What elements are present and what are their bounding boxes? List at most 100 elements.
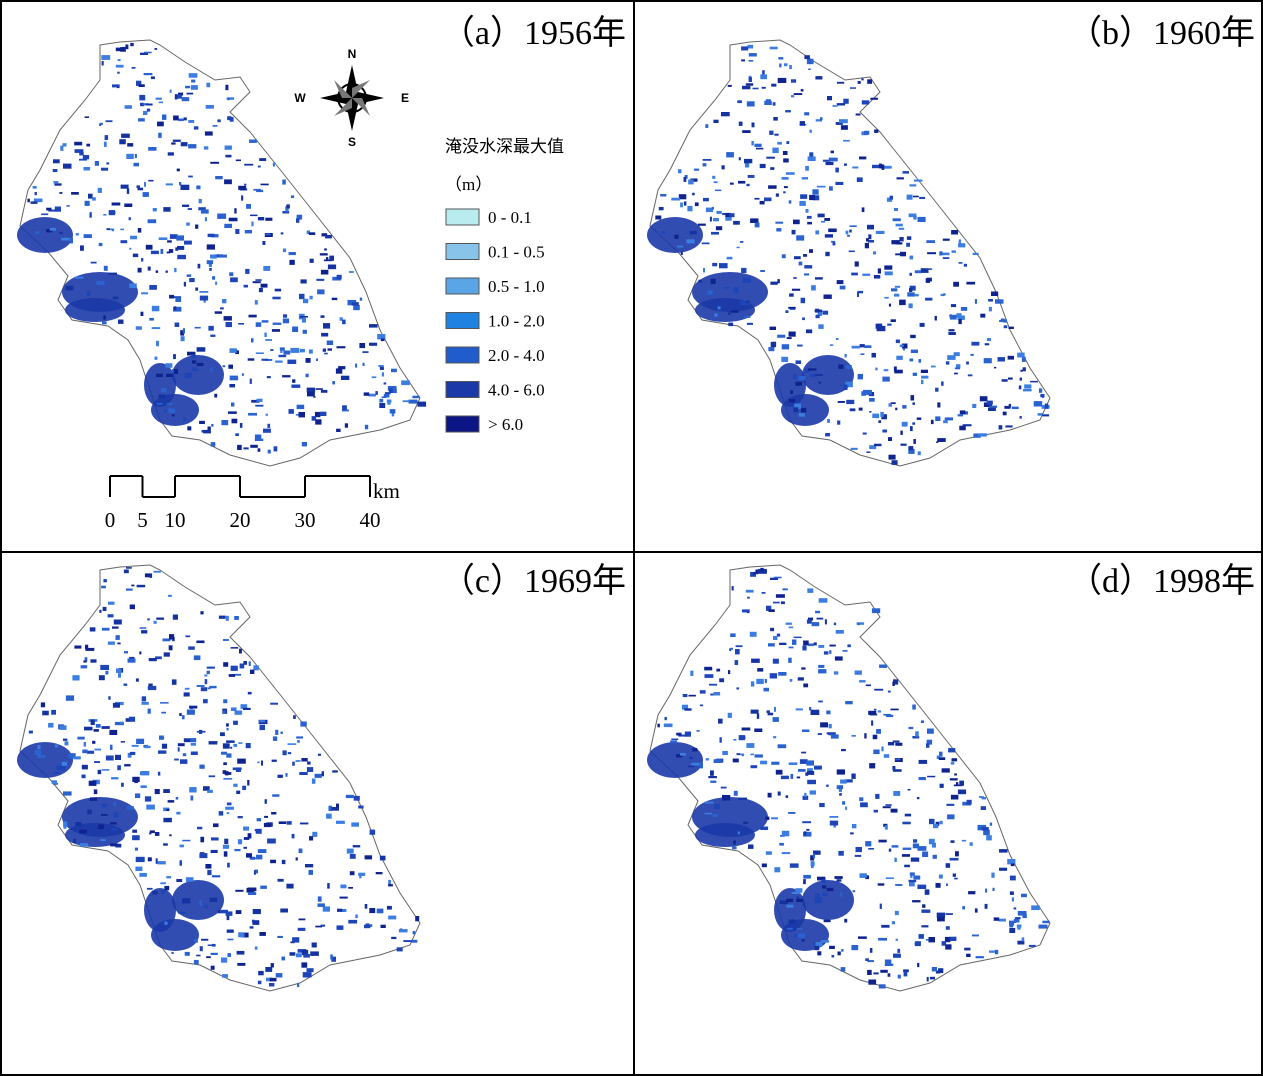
flood-patch	[283, 249, 286, 253]
flood-patch	[185, 952, 190, 956]
flood-patch	[776, 594, 785, 598]
flood-patch	[778, 744, 787, 748]
flood-patch	[37, 745, 40, 749]
flood-patch	[228, 98, 230, 100]
flood-patch	[959, 426, 966, 431]
flood-patch	[1022, 937, 1024, 941]
flood-patch	[777, 279, 779, 283]
flood-patch	[59, 192, 62, 194]
flood-patch	[680, 753, 686, 756]
flood-patch	[839, 119, 848, 123]
legend-swatch	[446, 347, 479, 363]
flood-patch	[153, 208, 157, 211]
flood-patch	[698, 224, 706, 226]
flood-patch	[695, 202, 699, 206]
flood-patch	[1014, 919, 1020, 923]
flood-patch	[697, 730, 700, 732]
flood-patch	[267, 376, 271, 378]
flood-patch	[891, 319, 896, 322]
flood-patch	[207, 790, 213, 793]
flood-patch	[376, 872, 383, 874]
flood-patch	[922, 852, 928, 858]
flood-patch	[722, 795, 730, 801]
flood-patch	[728, 670, 730, 674]
flood-patch	[688, 180, 694, 185]
flood-patch	[199, 199, 202, 203]
flood-patch	[900, 252, 906, 256]
flood-patch	[869, 398, 875, 402]
flood-patch	[211, 966, 215, 970]
flood-patch	[384, 382, 387, 384]
flood-patch	[793, 220, 800, 225]
flood-patch	[837, 103, 845, 105]
flood-patch	[868, 848, 874, 850]
flood-patch	[778, 672, 786, 676]
legend-swatch	[446, 416, 479, 432]
flood-patch	[895, 884, 902, 886]
flood-patch	[932, 967, 937, 971]
flood-patch	[303, 299, 308, 303]
flood-patch	[709, 684, 717, 686]
flood-patch	[82, 765, 88, 770]
flood-patch	[320, 253, 328, 255]
flood-patch	[807, 588, 813, 593]
flood-patch	[971, 342, 979, 346]
flood-patch	[824, 218, 830, 221]
flood-patch	[936, 883, 941, 888]
flood-patch	[690, 671, 693, 676]
flood-patch	[207, 671, 210, 674]
flood-patch	[286, 773, 288, 777]
flood-patch	[141, 258, 143, 262]
flood-patch	[872, 608, 880, 613]
flood-patch	[328, 348, 333, 350]
flood-patch	[148, 709, 151, 714]
flood-patch	[773, 659, 779, 664]
flood-patch	[754, 729, 762, 733]
flood-patch	[961, 307, 967, 311]
flood-patch	[238, 186, 246, 190]
flood-patch	[817, 951, 821, 955]
flood-patch	[229, 674, 235, 677]
flood-patch	[766, 157, 775, 159]
flood-patch	[31, 201, 38, 204]
flood-patch	[126, 154, 134, 159]
flood-patch	[959, 262, 963, 264]
flood-patch	[955, 851, 959, 856]
flood-patch	[305, 864, 313, 867]
flood-patch	[248, 888, 257, 892]
flood-patch	[135, 848, 138, 851]
flood-patch	[140, 772, 145, 775]
flood-patch	[227, 939, 233, 941]
flood-patch	[310, 296, 313, 300]
flood-patch	[868, 980, 876, 985]
flood-patch	[229, 384, 235, 387]
flood-patch	[168, 409, 175, 413]
flood-patch	[852, 167, 858, 169]
flood-patch	[851, 945, 858, 950]
flood-patch	[321, 270, 329, 275]
flood-patch	[273, 163, 275, 167]
flood-patch	[921, 370, 928, 373]
flood-patch	[259, 288, 263, 292]
flood-patch	[138, 228, 142, 233]
flood-patch	[297, 740, 300, 743]
flood-patch	[809, 249, 813, 253]
flood-patch	[246, 204, 251, 209]
flood-patch	[819, 598, 828, 603]
flood-patch	[884, 265, 892, 269]
flood-patch	[225, 155, 231, 158]
flood-patch	[154, 621, 157, 624]
flood-patch	[856, 114, 861, 116]
flood-patch	[925, 889, 930, 894]
flood-patch	[859, 408, 863, 411]
flood-patch	[962, 840, 966, 842]
flood-patch	[275, 361, 283, 363]
flood-patch	[829, 645, 835, 647]
flood-patch	[48, 723, 53, 728]
flood-patch	[865, 958, 869, 961]
flood-patch	[882, 377, 889, 382]
flood-patch	[190, 707, 193, 709]
flood-patch	[223, 710, 226, 713]
flood-patch	[705, 124, 708, 128]
flood-patch	[346, 795, 354, 798]
